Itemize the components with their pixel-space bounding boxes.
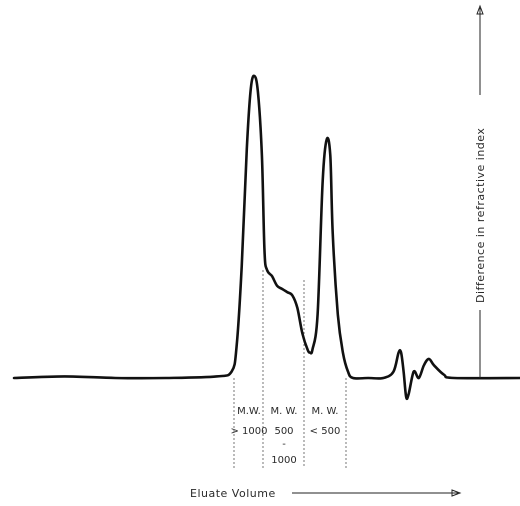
y-axis-label: Difference in refractive index xyxy=(474,128,487,303)
x-axis-label: Eluate Volume xyxy=(190,487,276,500)
annotation-mw2-line4: 1000 xyxy=(271,455,296,466)
x-axis-arrow-head xyxy=(451,489,462,497)
annotation-mw2-line2: 500 xyxy=(274,426,293,437)
y-axis-arrow-head xyxy=(476,4,484,15)
annotation-mw2-line1: M. W. xyxy=(271,406,298,417)
annotation-mw2-line3: - xyxy=(282,439,286,450)
annotation-mw3-line1: M. W. xyxy=(312,406,339,417)
annotation-mw1-line2: > 1000 xyxy=(230,426,267,437)
annotation-mw1-line1: M.W. xyxy=(237,406,261,417)
annotation-mw3-line2: < 500 xyxy=(310,426,341,437)
series-trace xyxy=(12,74,520,401)
fraction-dividers xyxy=(233,270,347,468)
